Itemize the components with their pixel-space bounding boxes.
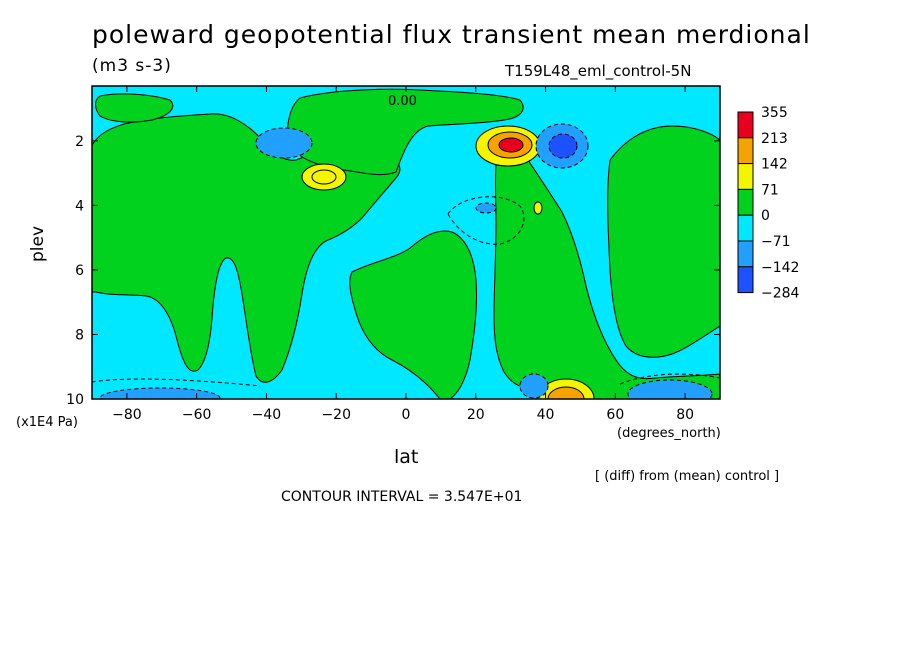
x-tick-label: 60	[606, 407, 624, 423]
x-tick-label: 80	[676, 407, 694, 423]
y-tick-label: 4	[75, 198, 84, 214]
x-tick-label: 0	[402, 407, 411, 423]
x-tick-label: 20	[467, 407, 485, 423]
colorbar: 355 213 142 71 0 −71 −142 −284	[737, 105, 800, 302]
y-tick-label: 2	[75, 134, 84, 150]
max-small-yellow	[533, 201, 543, 215]
x-tick-label: 40	[537, 407, 555, 423]
colorbar-swatch	[737, 240, 754, 268]
colorbar-swatch	[737, 111, 754, 139]
region-green-north	[287, 88, 524, 176]
x-tick-label: −80	[112, 407, 142, 423]
region-green-central	[349, 230, 478, 399]
colorbar-level-label: 0	[761, 208, 770, 224]
dashed-contour-3	[619, 373, 720, 385]
y-tick-label: 6	[75, 263, 84, 279]
contour-label-zero: 0.00	[388, 94, 417, 109]
min-south	[255, 127, 313, 159]
y-tick-label: 8	[75, 327, 84, 343]
colorbar-swatch	[737, 266, 754, 294]
contour-field: 0.00	[92, 86, 720, 399]
y-tick-label: 10	[66, 392, 84, 408]
dashed-contour-1	[447, 196, 525, 245]
x-axis-label: lat	[394, 446, 419, 468]
min-bottom-mid	[519, 373, 549, 399]
region-green-upper-west	[95, 93, 174, 123]
region-green-far-east	[607, 125, 720, 358]
colorbar-level-label: 142	[761, 157, 788, 173]
colorbar-level-label: −284	[761, 286, 800, 302]
min-bottom-east	[627, 379, 713, 399]
min-north-ring-2	[548, 133, 578, 159]
chart-units: (m3 s-3)	[92, 56, 172, 76]
run-label: T159L48_eml_control-5N	[505, 62, 692, 80]
x-tick-label: −40	[252, 407, 282, 423]
min-mid	[475, 202, 497, 214]
chart-title: poleward geopotential flux transient mea…	[92, 20, 811, 49]
colorbar-level-label: 355	[761, 105, 788, 121]
x-axis-units: (degrees_north)	[617, 426, 721, 441]
axes: −80 −60 −40 −20 0 20 40 60 80 2 4 6 8 10	[66, 86, 720, 423]
y-axis-units: (x1E4 Pa)	[16, 415, 78, 430]
max-bottom-ring-2	[547, 386, 585, 399]
colorbar-level-label: 71	[761, 182, 779, 198]
x-tick-label: −60	[182, 407, 212, 423]
colorbar-swatch	[737, 214, 754, 242]
colorbar-level-label: −71	[761, 234, 791, 250]
diff-note: [ (diff) from (mean) control ]	[595, 469, 780, 484]
dashed-contour-2	[92, 378, 261, 387]
colorbar-swatch	[737, 188, 754, 216]
max-north-ring-3	[498, 137, 524, 153]
max-south-ring-2	[311, 169, 337, 185]
colorbar-level-label: −142	[761, 260, 799, 276]
colorbar-swatch	[737, 163, 754, 190]
colorbar-swatch	[737, 137, 754, 165]
contour-interval: CONTOUR INTERVAL = 3.547E+01	[281, 489, 523, 505]
min-bottom-west	[99, 387, 221, 399]
x-tick-label: −20	[321, 407, 351, 423]
colorbar-level-label: 213	[761, 131, 788, 147]
